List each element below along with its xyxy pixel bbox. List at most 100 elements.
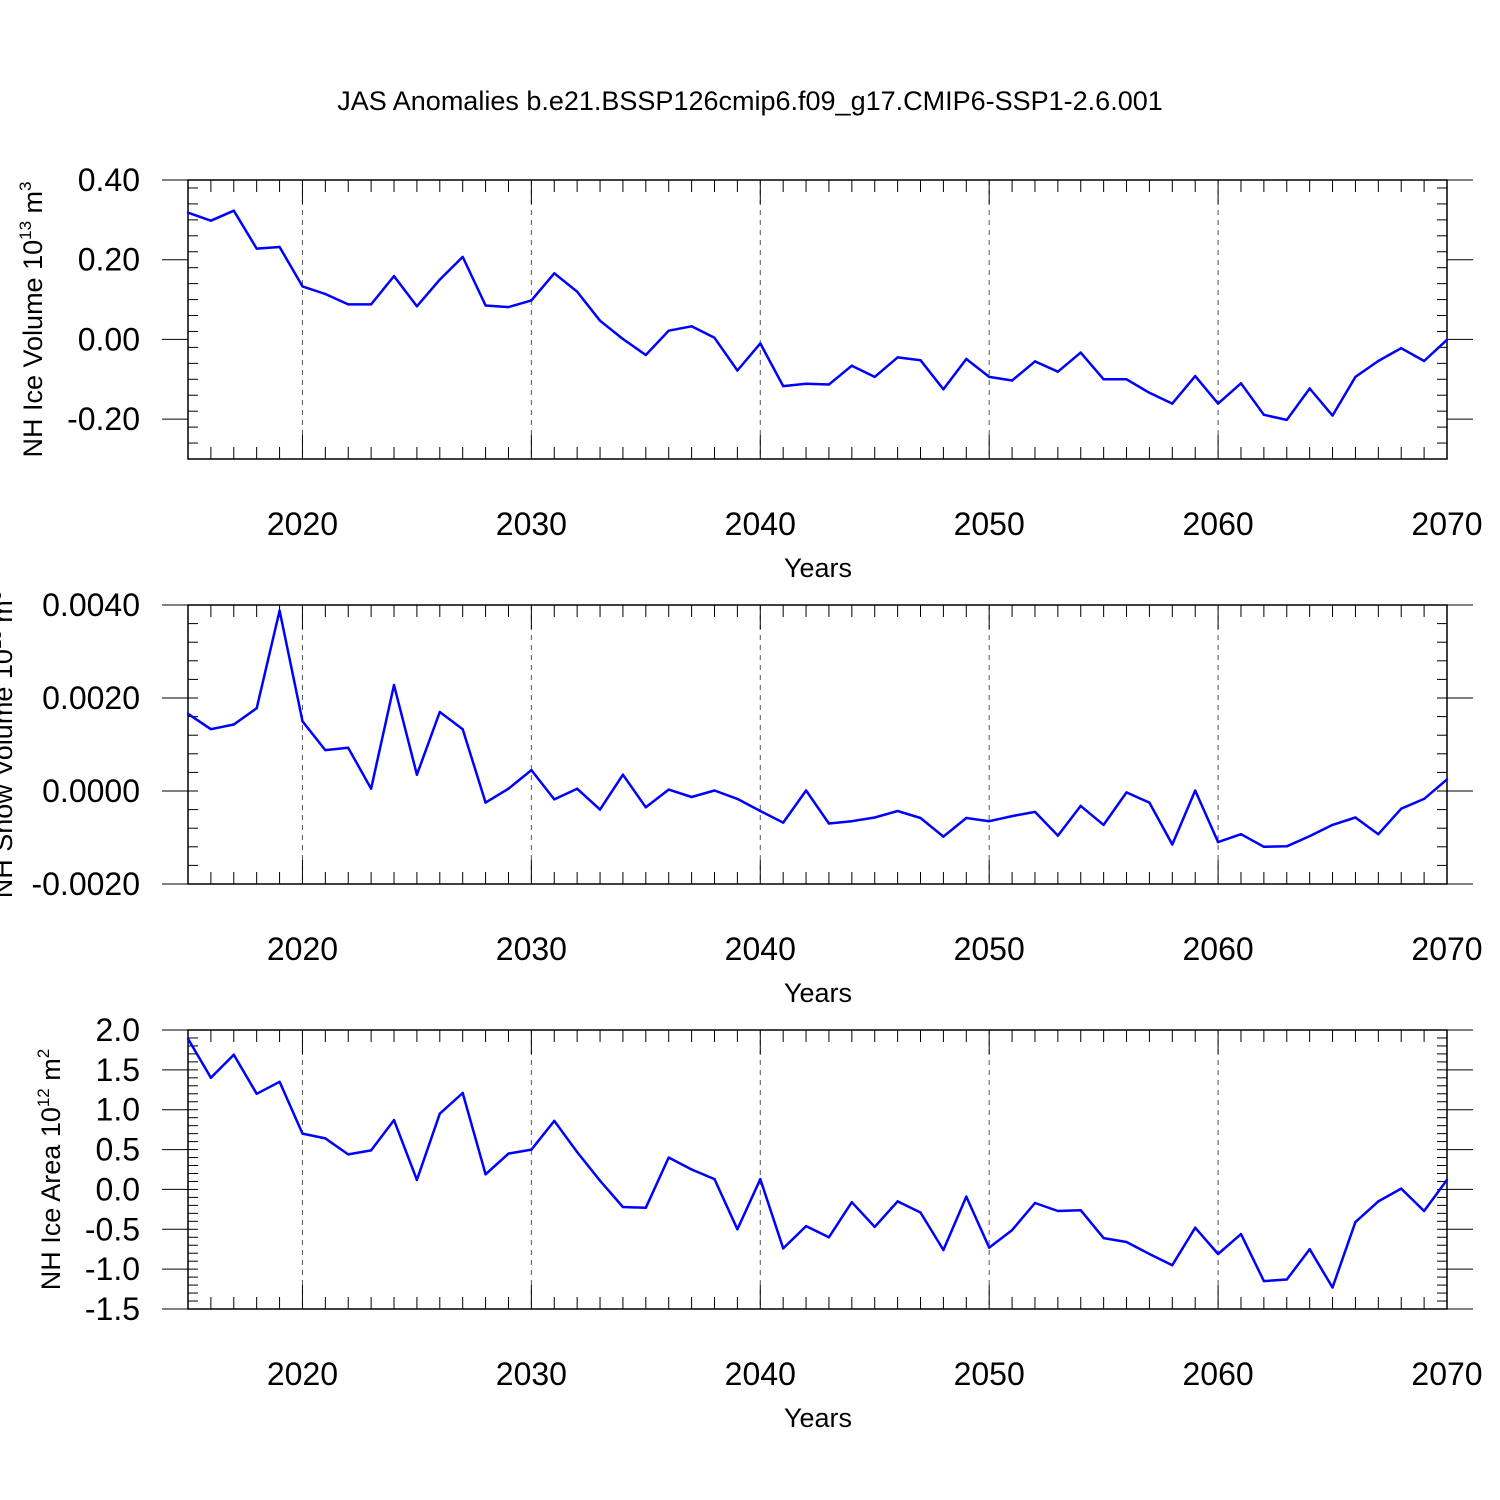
snow-volume-data-point-2056 — [1125, 791, 1128, 794]
ice-volume-data-point-2043 — [827, 383, 831, 386]
ice-volume-data-point-2033 — [598, 319, 602, 322]
snow-volume-data-point-2037 — [690, 795, 693, 799]
snow-volume-data-point-2017 — [232, 723, 235, 726]
ice-volume-data-point-2065 — [1331, 414, 1334, 417]
ice-volume-data-point-2027 — [461, 255, 464, 259]
ice-volume-data-point-2049 — [965, 357, 968, 361]
ice-area-xtick-label-4: 2060 — [1182, 1356, 1253, 1392]
snow-volume-data-point-2049 — [965, 816, 968, 820]
ice-area-y-label-unit: m — [36, 1058, 66, 1088]
ice-volume-data-point-2024 — [392, 274, 396, 278]
ice-area-data-point-2038 — [713, 1177, 716, 1181]
ice-volume-y-label-unit-exp: 3 — [16, 182, 35, 191]
snow-volume-data-point-2062 — [1262, 845, 1266, 848]
ice-volume-data-point-2034 — [621, 337, 625, 341]
ice-volume-data-point-2017 — [232, 209, 235, 212]
ice-area-data-point-2031 — [553, 1119, 556, 1123]
ice-volume-data-point-2018 — [255, 247, 258, 250]
snow-volume-data-point-2027 — [461, 727, 464, 731]
ice-volume-xtick-label-0: 2020 — [267, 506, 338, 542]
ice-area-xtick-label-1: 2030 — [496, 1356, 567, 1392]
snow-volume-data-point-2069 — [1422, 797, 1426, 801]
snow-volume-data-point-2015 — [186, 712, 190, 716]
ice-volume-y-axis-label: NH Ice Volume 1013 m3 — [16, 182, 48, 458]
ice-area-data-point-2062 — [1262, 1279, 1266, 1283]
ice-area-data-point-2039 — [736, 1228, 739, 1231]
ice-area-x-axis-label: Years — [784, 1403, 852, 1433]
snow-volume-data-point-2050 — [987, 820, 991, 823]
ice-volume-xtick-label-4: 2060 — [1182, 506, 1253, 542]
snow-volume-data-point-2035 — [644, 806, 648, 809]
snow-volume-data-point-2031 — [553, 798, 556, 801]
ice-volume-series-line — [187, 209, 1448, 422]
ice-volume-ytick-label-1: 0.20 — [78, 242, 140, 278]
ice-area-data-point-2041 — [781, 1247, 785, 1250]
ice-volume-data-point-2070 — [1445, 338, 1449, 342]
ice-area-ytick-label-3: 0.5 — [96, 1132, 140, 1168]
snow-volume-data-point-2055 — [1102, 823, 1105, 827]
ice-volume-data-point-2067 — [1377, 359, 1380, 363]
ice-volume-data-point-2026 — [438, 278, 441, 281]
ice-area-data-point-2030 — [530, 1148, 533, 1151]
snow-volume-data-point-2020 — [301, 720, 304, 723]
snow-volume-data-point-2060 — [1216, 840, 1220, 844]
ice-volume-data-point-2042 — [804, 382, 808, 385]
ice-area-data-point-2028 — [484, 1173, 487, 1176]
snow-volume-data-point-2038 — [713, 789, 716, 792]
ice-area-data-point-2043 — [827, 1236, 831, 1239]
snow-volume-data-point-2023 — [369, 787, 373, 790]
ice-volume-data-point-2015 — [186, 211, 190, 214]
snow-volume-xtick-label-5: 2070 — [1411, 931, 1482, 967]
ice-volume-data-point-2029 — [507, 305, 510, 309]
ice-area-data-point-2070 — [1445, 1178, 1449, 1182]
ice-volume-xtick-label-5: 2070 — [1411, 506, 1482, 542]
ice-volume-data-point-2021 — [324, 292, 327, 296]
ice-volume-data-point-2045 — [873, 375, 876, 379]
ice-volume-data-point-2050 — [987, 375, 991, 379]
ice-volume-data-point-2060 — [1216, 402, 1220, 405]
ice-area-data-point-2059 — [1194, 1226, 1197, 1229]
snow-volume-data-point-2043 — [827, 822, 831, 825]
snow-volume-data-point-2018 — [255, 707, 258, 710]
ice-volume-data-point-2039 — [736, 369, 739, 372]
ice-area-data-point-2035 — [644, 1206, 648, 1209]
snow-volume-data-point-2066 — [1354, 816, 1357, 819]
ice-volume-data-point-2068 — [1400, 346, 1403, 350]
snow-volume-data-point-2059 — [1194, 789, 1197, 792]
ice-volume-data-point-2030 — [530, 299, 533, 302]
snow-volume-ytick-label-0: 0.0040 — [42, 587, 140, 623]
chart-title: JAS Anomalies b.e21.BSSP126cmip6.f09_g17… — [337, 86, 1163, 116]
snow-volume-data-point-2041 — [781, 821, 785, 824]
ice-area-data-point-2020 — [301, 1132, 304, 1135]
snow-volume-plot-frame — [187, 604, 1448, 885]
ice-area-data-point-2027 — [461, 1091, 464, 1095]
snow-volume-data-point-2040 — [759, 809, 762, 813]
ice-volume-data-point-2057 — [1148, 391, 1151, 395]
snow-volume-xtick-label-0: 2020 — [267, 931, 338, 967]
ice-volume-data-point-2047 — [919, 358, 922, 362]
ice-area-xtick-label-5: 2070 — [1411, 1356, 1482, 1392]
ice-volume-data-point-2054 — [1079, 351, 1082, 354]
ice-area-y-label-unit-exp: 2 — [34, 1049, 53, 1058]
ice-area-data-point-2061 — [1239, 1232, 1243, 1236]
ice-volume-data-point-2066 — [1354, 375, 1357, 379]
ice-volume-xtick-label-3: 2050 — [954, 506, 1025, 542]
ice-volume-data-point-2028 — [484, 304, 487, 307]
snow-volume-data-point-2025 — [415, 773, 419, 776]
snow-volume-ytick-label-3: -0.0020 — [31, 866, 140, 902]
ice-area-data-point-2040 — [759, 1177, 762, 1181]
snow-volume-data-point-2016 — [209, 727, 213, 731]
snow-volume-ytick-label-1: 0.0020 — [42, 680, 140, 716]
ice-volume-data-point-2046 — [896, 356, 899, 359]
ice-area-data-point-2054 — [1079, 1208, 1082, 1212]
ice-area-ytick-label-0: 2.0 — [96, 1012, 140, 1048]
ice-area-data-point-2045 — [873, 1225, 876, 1229]
ice-volume-xtick-label-1: 2030 — [496, 506, 567, 542]
snow-volume-data-point-2045 — [873, 816, 876, 819]
ice-area-data-point-2015 — [186, 1037, 190, 1040]
snow-volume-y-label-unit-exp: 3 — [0, 591, 5, 600]
snow-volume-data-point-2065 — [1331, 823, 1334, 827]
ice-volume-data-point-2041 — [781, 384, 785, 388]
ice-volume-ytick-label-0: 0.40 — [78, 162, 140, 198]
snow-volume-y-label-exp: 13 — [0, 630, 5, 649]
